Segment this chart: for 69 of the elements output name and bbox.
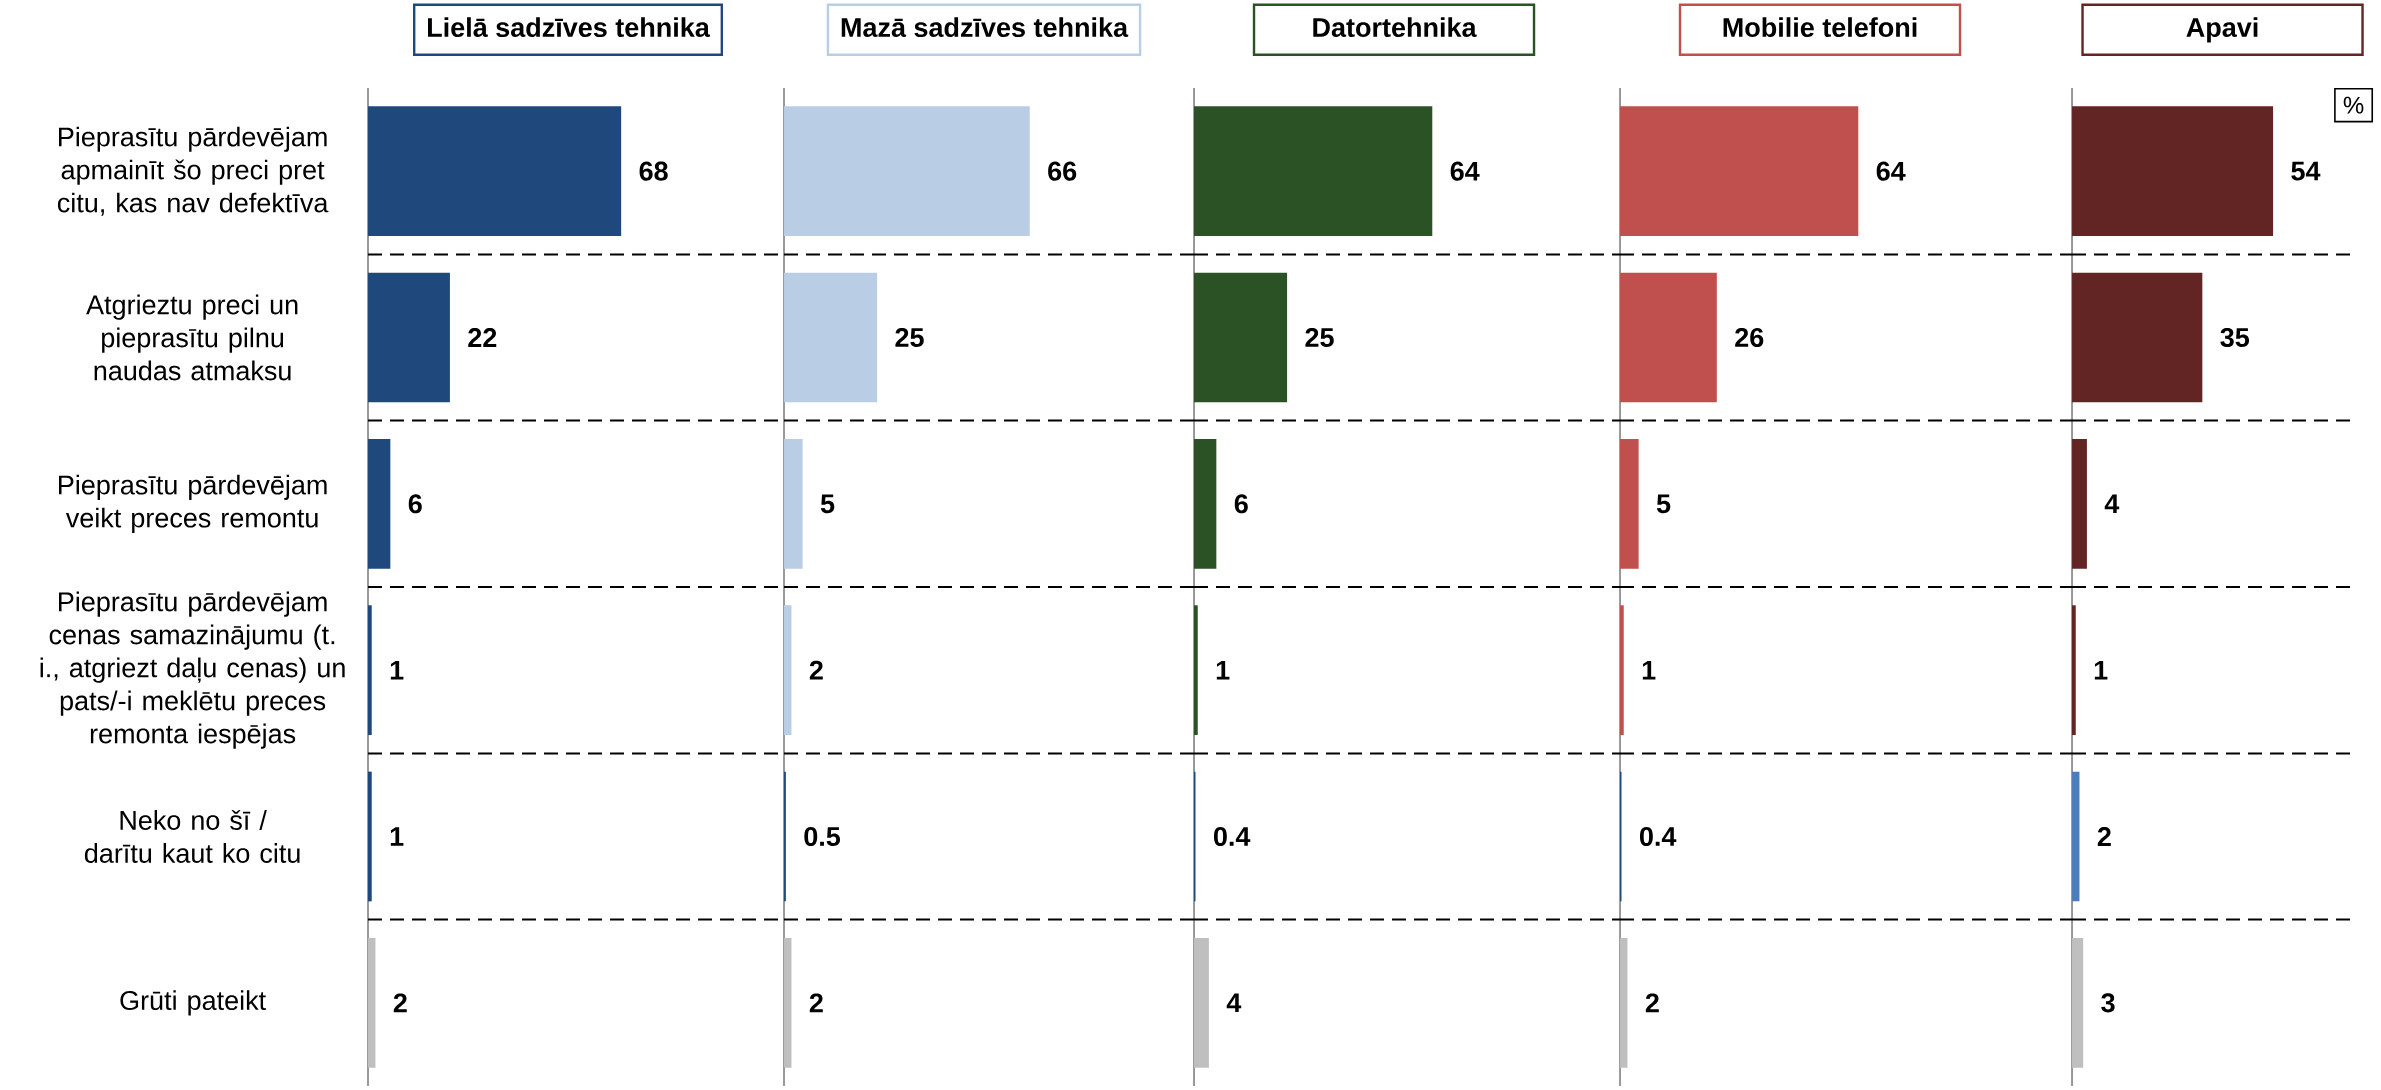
bar: [784, 438, 803, 569]
data-label: 6: [408, 494, 422, 514]
bar: [368, 771, 372, 902]
bar: [2072, 937, 2084, 1068]
data-label: 1: [390, 660, 404, 680]
data-label: 35: [2220, 327, 2250, 348]
bar: [1620, 438, 1639, 569]
bar: [2072, 605, 2076, 736]
bar: [368, 937, 376, 1068]
bar: [784, 272, 878, 403]
data-label: 2: [1645, 993, 1659, 1013]
data-label: 1: [1642, 660, 1656, 680]
chart-title: Apavi: [2186, 17, 2258, 43]
bar: [1194, 937, 1209, 1068]
bar: [1620, 605, 1624, 736]
bar: [2072, 272, 2203, 403]
bar: [2072, 771, 2080, 902]
bar: [2072, 106, 2274, 237]
chart-title: Lielā sadzīves tehnika: [428, 17, 710, 38]
data-label: 5: [820, 494, 835, 514]
data-label: 25: [895, 327, 924, 348]
data-label: 26: [1735, 327, 1764, 348]
data-label: 68: [639, 161, 668, 181]
data-label: 54: [2291, 161, 2321, 181]
data-label: 6: [1234, 494, 1248, 514]
data-label: 2: [809, 993, 823, 1013]
bar: [2072, 438, 2087, 569]
chart-title: Mobilie telefoni: [1723, 17, 1917, 38]
bar: [1620, 272, 1717, 403]
text: %: [2343, 96, 2364, 114]
bar: [1620, 106, 1859, 237]
data-label: 25: [1305, 327, 1334, 348]
bar: [1620, 937, 1628, 1068]
bar: [368, 438, 391, 569]
data-label: 4: [1226, 993, 1242, 1013]
data-label: 0.4: [1639, 826, 1677, 847]
data-label: 64: [1450, 161, 1480, 181]
bar: [784, 605, 792, 736]
bar: [1194, 272, 1288, 403]
y-tick-label: Neko no šī / darītu kaut ko citu: [84, 810, 300, 863]
data-label: 5: [1656, 494, 1671, 514]
bar: [1194, 438, 1217, 569]
data-label: 4: [2104, 494, 2120, 514]
bar: [368, 272, 450, 403]
y-tick-label: Atgrieztu preci un pieprasītu pilnu naudas atmaksu: [86, 294, 298, 381]
data-label: 0.5: [804, 826, 841, 847]
bar: [784, 106, 1030, 237]
bar: [1194, 605, 1198, 736]
data-label: 1: [1216, 660, 1230, 680]
bar: [1194, 106, 1433, 237]
data-label: 3: [2101, 993, 2115, 1013]
y-tick-label: Pieprasītu pārdevējam apmainīt šo preci pret citu, kas nav defektīva: [57, 126, 329, 216]
data-label: 1: [390, 827, 404, 846]
data-label: 2: [393, 993, 407, 1013]
data-label: 0.4: [1213, 826, 1251, 847]
y-tick-label: Pieprasītu pārdevējam veikt preces remontu: [59, 474, 327, 533]
bar: [784, 937, 792, 1068]
y-tick-label: Grūti pateikt: [120, 990, 266, 1016]
data-label: 22: [468, 328, 497, 347]
chart-title: Mazā sadzīves tehnika: [841, 17, 1129, 38]
data-label: 66: [1048, 161, 1077, 181]
data-label: 1: [2094, 660, 2108, 680]
bar: [368, 605, 372, 736]
data-label: 2: [2097, 827, 2111, 846]
data-label: 64: [1876, 161, 1906, 181]
chart-title: Datortehnika: [1313, 17, 1477, 38]
data-label: 2: [809, 660, 823, 680]
bar: [368, 106, 622, 237]
y-tick-label: Pieprasītu pārdevējam cenas samazinājumu (t. i., atgriezt daļu cenas) un pats/-i meklētu preces remonta iespējas: [40, 591, 345, 749]
